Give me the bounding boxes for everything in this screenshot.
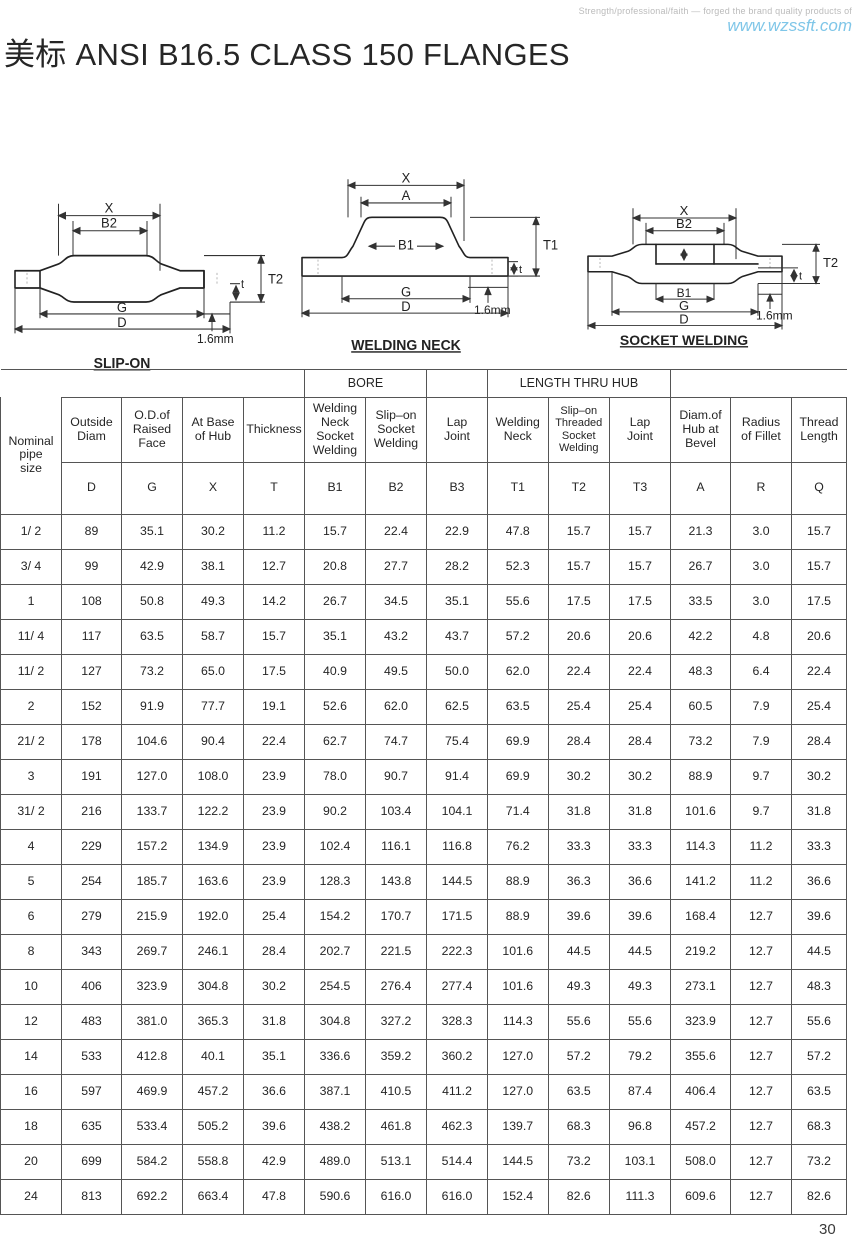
svg-text:A: A [402,188,411,203]
svg-text:D: D [401,299,410,314]
svg-text:X: X [402,170,411,185]
svg-text:D: D [117,314,127,330]
svg-text:t: t [799,271,802,283]
svg-text:G: G [679,298,689,313]
svg-text:B1: B1 [398,237,414,252]
svg-text:X: X [105,200,114,216]
svg-text:G: G [401,284,411,299]
svg-text:T1: T1 [543,237,558,252]
svg-text:B2: B2 [101,215,117,231]
svg-text:D: D [679,312,688,327]
svg-text:B2: B2 [676,216,692,231]
svg-text:G: G [117,299,127,315]
svg-text:T2: T2 [823,255,838,270]
svg-text:1.6mm: 1.6mm [474,303,511,317]
svg-text:t: t [241,279,245,291]
svg-text:1.6mm: 1.6mm [197,332,234,347]
svg-text:1.6mm: 1.6mm [756,309,793,323]
svg-text:t: t [519,264,523,276]
svg-text:WELDING NECK: WELDING NECK [351,338,461,354]
svg-text:SOCKET WELDING: SOCKET WELDING [620,332,748,348]
